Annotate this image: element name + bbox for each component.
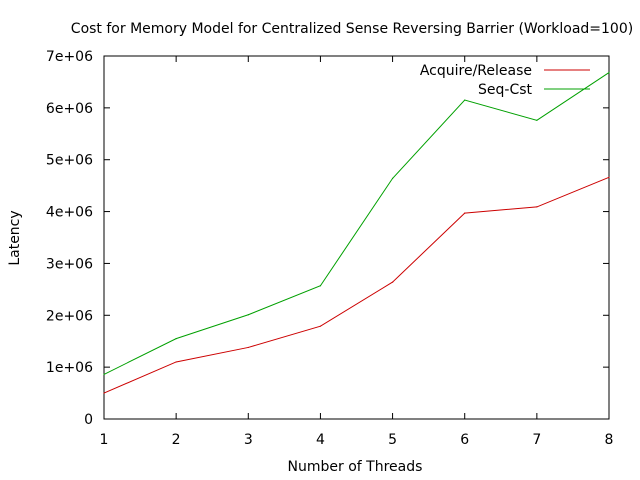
x-tick-label: 3 <box>244 432 253 448</box>
data-point <box>175 361 177 363</box>
legend-label: Acquire/Release <box>420 63 532 79</box>
data-point <box>536 119 538 121</box>
data-point <box>319 325 322 327</box>
y-axis: 0 1e+06 2e+06 3e+06 4e+06 5e+06 6e+06 7e+06 <box>46 49 609 428</box>
data-point <box>391 177 394 179</box>
data-point <box>464 212 466 214</box>
y-tick-label: 3e+06 <box>46 256 93 272</box>
y-axis-label: Latency <box>7 210 23 265</box>
data-point <box>464 99 466 101</box>
data-point <box>103 392 105 394</box>
plot-frame <box>103 55 610 420</box>
data-point <box>175 338 177 340</box>
y-tick-label: 0 <box>84 412 93 428</box>
series-line-1 <box>103 176 610 394</box>
data-point <box>247 314 249 316</box>
y-tick-label: 4e+06 <box>46 205 93 221</box>
data-point <box>319 285 322 287</box>
y-tick-label: 2e+06 <box>46 308 93 324</box>
data-point <box>391 281 394 283</box>
x-tick-label: 7 <box>532 432 541 448</box>
x-axis-label: Number of Threads <box>288 459 423 475</box>
x-tick-label: 5 <box>388 432 397 448</box>
x-tick-label: 1 <box>100 432 109 448</box>
data-point <box>608 71 610 74</box>
y-tick-label: 1e+06 <box>46 360 93 376</box>
legend-label: Seq-Cst <box>478 82 533 98</box>
chart-title: Cost for Memory Model for Centralized Se… <box>71 21 633 37</box>
data-point <box>536 206 538 208</box>
data-point <box>103 373 105 376</box>
legend: Acquire/Release Seq-Cst <box>420 63 590 98</box>
x-tick-label: 6 <box>460 432 469 448</box>
x-tick-label: 4 <box>316 432 325 448</box>
y-tick-label: 6e+06 <box>46 101 93 117</box>
series-lines <box>103 71 610 394</box>
y-tick-label: 7e+06 <box>46 49 93 65</box>
series-line-2 <box>103 72 610 375</box>
x-axis: 1 2 3 4 5 6 7 8 <box>100 56 614 448</box>
plot-border <box>103 55 610 420</box>
x-tick-label: 2 <box>172 432 181 448</box>
y-tick-label: 5e+06 <box>46 153 93 169</box>
x-tick-label: 8 <box>605 432 614 448</box>
data-point <box>247 346 249 349</box>
data-point <box>608 176 610 178</box>
